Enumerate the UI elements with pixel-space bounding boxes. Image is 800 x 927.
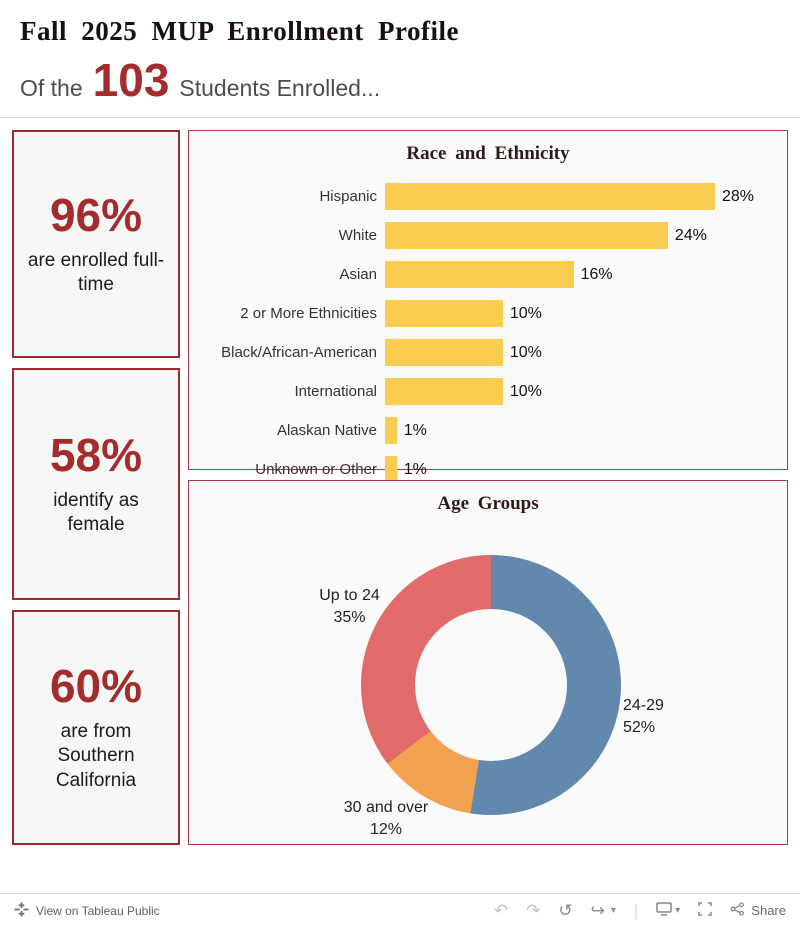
bar-value-label: 16% <box>580 265 613 283</box>
reset-icon[interactable]: ↺ <box>558 901 573 920</box>
stat-socal-label: are from Southern California <box>55 720 137 792</box>
bar-category-label: Alaskan Native <box>276 422 377 439</box>
bar-track: 10% <box>385 378 787 405</box>
charts-column: Race and Ethnicity Hispanic 28% White 24% As… <box>188 130 788 845</box>
bar-track: 10% <box>385 339 787 366</box>
dashboard-header: Fall 2025 MUP Enrollment Profile Of the … <box>0 0 800 118</box>
slice-name: 24-29 <box>623 697 664 714</box>
dashboard-content: 96% are enrolled full-time 58% identify … <box>0 118 800 845</box>
bar-track: 28% <box>385 183 787 210</box>
bar-category-label: Unknown or Other <box>255 461 377 478</box>
bar-category-label: Asian <box>339 266 377 283</box>
bar-category-label: International <box>294 383 377 400</box>
bar-row: International 10% <box>189 372 787 411</box>
page-title: Fall 2025 MUP Enrollment Profile <box>20 16 459 46</box>
bar-track: 1% <box>385 456 787 483</box>
stat-fulltime: 96% are enrolled full-time <box>12 130 180 358</box>
bar-value-label: 1% <box>403 421 427 439</box>
bar-row: Asian 16% <box>189 255 787 294</box>
bar-value-label: 10% <box>509 382 542 400</box>
bar-track: 1% <box>385 417 787 444</box>
bar-rows: Hispanic 28% White 24% Asian 16% 2 or More Eth… <box>189 177 787 489</box>
tableau-logo-icon <box>14 901 29 920</box>
stat-female-value: 58% <box>49 429 143 482</box>
enrolled-count: 103 <box>92 54 170 106</box>
view-on-tableau-link[interactable]: View on Tableau Public <box>36 903 160 918</box>
bar-track: 16% <box>385 261 787 288</box>
stat-socal: 60% are from Southern California <box>12 610 180 845</box>
tableau-toolbar: View on Tableau Public ↶ ↷ ↺ ↪ ▾ | ▾ <box>0 893 800 927</box>
bar-category-label: White <box>338 227 377 244</box>
bar[interactable] <box>385 222 668 249</box>
share-label: Share <box>751 903 786 918</box>
slice-percent: 12% <box>369 821 403 839</box>
bar[interactable] <box>385 300 503 327</box>
bar-category-label: Black/African-American <box>221 344 377 361</box>
bar-value-label: 28% <box>722 187 755 205</box>
bar-value-label: 10% <box>509 304 542 322</box>
bar-row: Hispanic 28% <box>189 177 787 216</box>
device-layout-button[interactable]: ▾ <box>656 902 680 919</box>
bar-row: White 24% <box>189 216 787 255</box>
stat-column: 96% are enrolled full-time 58% identify … <box>12 130 180 845</box>
undo-icon[interactable]: ↶ <box>493 901 509 920</box>
age-donut[interactable] <box>361 555 621 815</box>
stat-socal-value: 60% <box>49 660 143 713</box>
forward-icon[interactable]: ↪ <box>590 901 605 920</box>
chevron-down-icon[interactable]: ▾ <box>610 904 616 916</box>
dashboard-subtitle: Of the 103 Students Enrolled... <box>20 57 780 103</box>
slice-name: 30 and over <box>343 799 429 816</box>
slice-label-30-and-over: 30 and over 12% <box>311 797 461 842</box>
subtitle-prefix: Of the <box>20 75 83 101</box>
subtitle-suffix: Students Enrolled... <box>179 75 381 101</box>
bar-category-label: Hispanic <box>319 188 377 205</box>
chevron-down-icon: ▾ <box>675 904 681 916</box>
pie-chart-title: Age Groups <box>437 493 539 514</box>
bar-row: 2 or More Ethnicities 10% <box>189 294 787 333</box>
slice-percent: 35% <box>333 609 366 627</box>
toolbar-divider: | <box>633 900 639 920</box>
bar[interactable] <box>385 339 503 366</box>
redo-icon[interactable]: ↷ <box>526 901 541 920</box>
bar[interactable] <box>385 183 715 210</box>
bar[interactable] <box>385 378 503 405</box>
stat-fulltime-value: 96% <box>49 189 143 242</box>
monitor-icon <box>656 902 673 919</box>
share-button[interactable]: Share <box>730 902 786 919</box>
slice-name: Up to 24 <box>319 587 380 604</box>
stat-female: 58% identify as female <box>12 368 180 600</box>
bar-category-label: 2 or More Ethnicities <box>240 305 377 322</box>
bar[interactable] <box>385 456 397 483</box>
bar-row: Black/African-American 10% <box>189 333 787 372</box>
bar-row: Unknown or Other 1% <box>189 450 787 489</box>
bar-value-label: 24% <box>674 226 707 244</box>
bar-row: Alaskan Native 1% <box>189 411 787 450</box>
bar-track: 24% <box>385 222 787 249</box>
bar[interactable] <box>385 261 574 288</box>
bar-chart-title: Race and Ethnicity <box>406 143 570 164</box>
bar-track: 10% <box>385 300 787 327</box>
slice-percent: 52% <box>623 719 656 737</box>
bar[interactable] <box>385 417 397 444</box>
stat-female-label: identify as female <box>53 489 139 536</box>
share-icon <box>730 902 745 919</box>
bar-value-label: 10% <box>509 343 542 361</box>
slice-label-up-to-24: Up to 24 35% <box>292 585 407 630</box>
age-groups-chart: Age Groups 24-29 52% 30 and over 12% Up … <box>188 480 788 845</box>
slice-label-24-29: 24-29 52% <box>623 695 713 740</box>
fullscreen-icon[interactable] <box>698 902 713 919</box>
bar-value-label: 1% <box>403 460 427 478</box>
race-ethnicity-chart: Race and Ethnicity Hispanic 28% White 24% As… <box>188 130 788 483</box>
stat-fulltime-label: are enrolled full-time <box>27 249 165 296</box>
